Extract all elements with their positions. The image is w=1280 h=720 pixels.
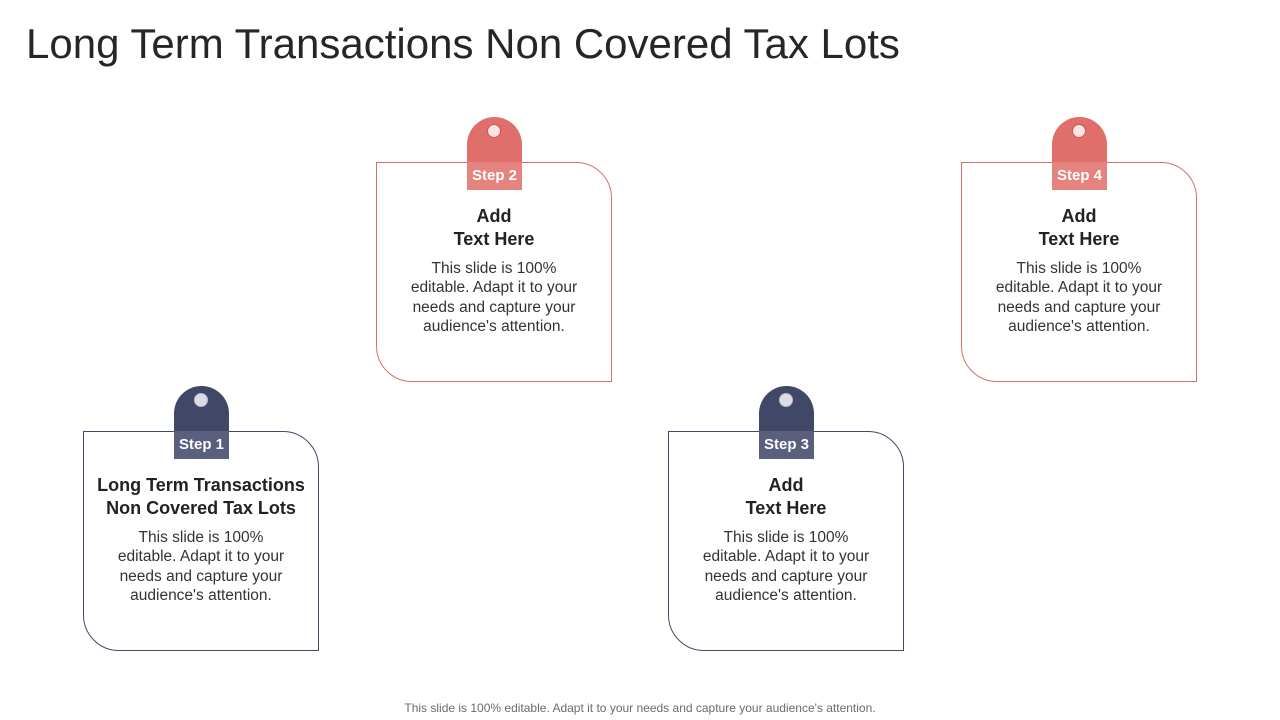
step-1-tag: Step 1 [174,386,229,459]
footer-note: This slide is 100% editable. Adapt it to… [404,701,876,715]
step-4-heading-line2: Text Here [1038,229,1120,249]
tag-hole-icon [1072,124,1086,138]
step-4-label: Step 4 [1052,162,1107,190]
step-3-description: This slide is 100% editable. Adapt it to… [702,529,870,604]
step-3-heading: Add Text Here [668,474,904,520]
step-2-heading-line1: Add [476,206,512,226]
step-2-card-group: Step 2 Add Text Here This slide is 100% … [376,117,614,385]
step-2-description: This slide is 100% editable. Adapt it to… [410,260,578,335]
step-4-heading: Add Text Here [961,205,1197,251]
step-4-tag: Step 4 [1052,117,1107,190]
step-3-label: Step 3 [759,431,814,459]
step-2-label: Step 2 [467,162,522,190]
step-1-card [83,431,319,651]
tag-hole-icon [487,124,501,138]
step-2-tag: Step 2 [467,117,522,190]
step-4-card [961,162,1197,382]
step-1-description: This slide is 100% editable. Adapt it to… [117,529,285,604]
step-3-tag: Step 3 [759,386,814,459]
step-4-description: This slide is 100% editable. Adapt it to… [995,260,1163,335]
step-2-card [376,162,612,382]
step-2-heading: Add Text Here [376,205,612,251]
tag-hole-icon [779,393,793,407]
step-2-heading-line2: Text Here [453,229,535,249]
step-1-heading-line1: Long Term Transactions [97,475,305,495]
step-3-heading-line1: Add [768,475,804,495]
step-4-heading-line1: Add [1061,206,1097,226]
tag-hole-icon [194,393,208,407]
step-3-heading-line2: Text Here [745,498,827,518]
step-3-card-group: Step 3 Add Text Here This slide is 100% … [668,386,906,654]
step-3-card [668,431,904,651]
step-1-label: Step 1 [174,431,229,459]
step-1-card-group: Step 1 Long Term Transactions Non Covere… [83,386,321,654]
step-1-heading-line2: Non Covered Tax Lots [106,498,296,518]
step-4-card-group: Step 4 Add Text Here This slide is 100% … [961,117,1199,385]
step-1-heading: Long Term Transactions Non Covered Tax L… [83,474,319,520]
slide-title: Long Term Transactions Non Covered Tax L… [26,20,900,67]
